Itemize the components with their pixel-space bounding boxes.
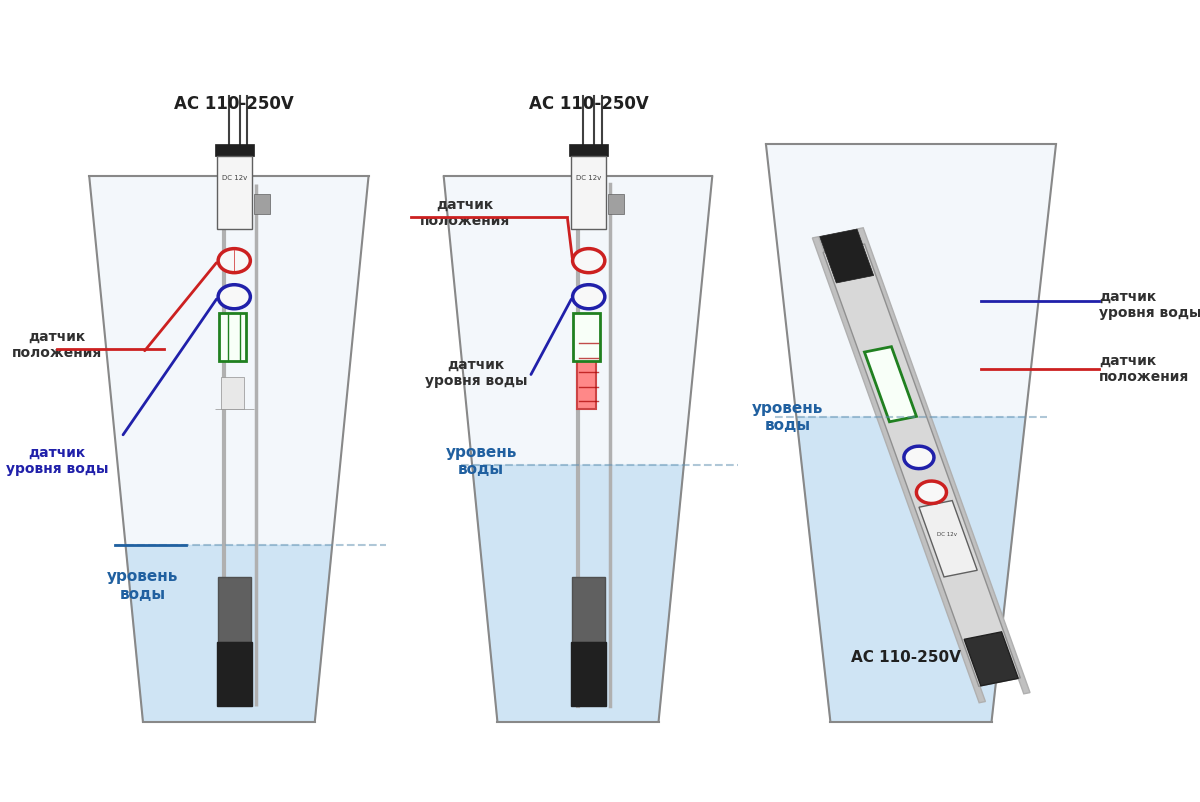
Polygon shape: [472, 465, 684, 722]
Polygon shape: [126, 545, 332, 722]
Circle shape: [572, 285, 605, 309]
Polygon shape: [444, 176, 713, 722]
Text: датчик
уровня воды: датчик уровня воды: [6, 446, 108, 476]
Text: датчик
положения: датчик положения: [12, 330, 102, 360]
Bar: [571, 642, 606, 706]
Text: уровень
воды: уровень воды: [445, 445, 517, 477]
Bar: [823, 244, 1020, 687]
Text: датчик
положения: датчик положения: [1099, 354, 1189, 384]
Polygon shape: [797, 417, 1026, 722]
Bar: [857, 228, 1030, 694]
Text: уровень
воды: уровень воды: [751, 401, 823, 433]
Text: датчик
уровня воды: датчик уровня воды: [425, 358, 527, 388]
Bar: [571, 156, 606, 229]
Circle shape: [904, 446, 934, 468]
Text: АС 110-250V: АС 110-250V: [174, 95, 294, 113]
Text: датчик
уровня воды: датчик уровня воды: [1099, 290, 1200, 320]
Polygon shape: [766, 144, 1056, 722]
Text: АС 110-250V: АС 110-250V: [851, 650, 960, 665]
Text: DC 12v: DC 12v: [937, 533, 956, 537]
Text: DC 12v: DC 12v: [222, 175, 247, 181]
Bar: [218, 577, 251, 642]
Bar: [221, 377, 244, 409]
Text: АС 110-250V: АС 110-250V: [529, 95, 648, 113]
Bar: [919, 500, 977, 577]
Bar: [253, 194, 270, 214]
Circle shape: [917, 481, 947, 504]
Bar: [217, 156, 252, 229]
Circle shape: [218, 249, 251, 273]
Bar: [572, 577, 605, 642]
Text: DC 12v: DC 12v: [576, 175, 601, 181]
Bar: [218, 313, 246, 361]
Bar: [820, 229, 874, 283]
Text: датчик
положения: датчик положения: [420, 197, 510, 228]
Circle shape: [572, 249, 605, 273]
Text: уровень
воды: уровень воды: [107, 569, 179, 602]
Bar: [215, 144, 253, 156]
Bar: [217, 642, 252, 706]
Bar: [577, 329, 596, 409]
Circle shape: [218, 285, 251, 309]
Bar: [964, 632, 1019, 686]
Bar: [864, 346, 917, 422]
Bar: [812, 237, 985, 703]
Bar: [574, 313, 600, 361]
Bar: [608, 194, 624, 214]
Polygon shape: [89, 176, 368, 722]
Bar: [569, 144, 608, 156]
